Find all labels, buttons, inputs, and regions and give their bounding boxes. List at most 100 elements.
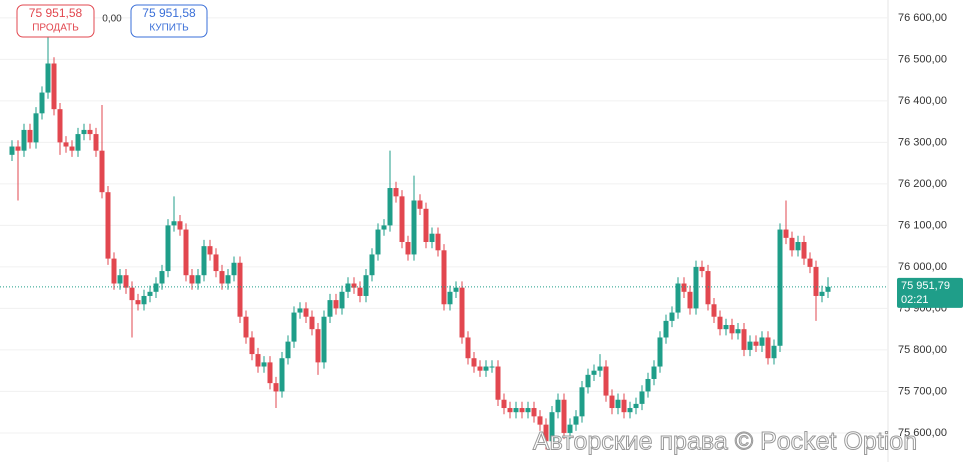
candle-body	[315, 329, 321, 363]
y-tick-label: 75 800,00	[898, 344, 947, 356]
candle-body	[513, 408, 519, 413]
buy-price: 75 951,58	[142, 6, 196, 20]
candle-body	[207, 246, 213, 255]
candle-body	[111, 258, 117, 284]
candle-body	[285, 341, 291, 359]
candle-body	[639, 391, 645, 404]
candle-body	[231, 262, 237, 276]
candle-body	[603, 366, 609, 396]
price-timer: 02:21	[901, 294, 929, 306]
candle-body	[135, 300, 141, 305]
candle-body	[471, 358, 477, 367]
candle-body	[597, 366, 603, 371]
price-label-box	[897, 277, 963, 308]
y-tick-label: 75 700,00	[898, 385, 947, 397]
sell-button[interactable]	[16, 4, 95, 38]
candle-body	[237, 262, 243, 317]
candle-body	[39, 92, 45, 114]
candle-body	[81, 129, 87, 135]
candle-body	[729, 325, 735, 334]
candle-body	[351, 283, 357, 288]
candle-body	[387, 188, 393, 226]
candle-body	[741, 329, 747, 350]
candle-body	[675, 283, 681, 313]
candle-body	[783, 229, 789, 238]
candle-body	[69, 146, 75, 151]
candle-body	[45, 63, 51, 93]
candle-body	[345, 283, 351, 292]
candle-body	[225, 275, 231, 284]
candle-body	[279, 358, 285, 392]
candle-body	[333, 300, 339, 309]
candle-body	[573, 416, 579, 425]
candle-body	[9, 146, 15, 155]
candle-body	[735, 329, 741, 334]
candle-body	[297, 308, 303, 313]
candle-body	[795, 242, 801, 251]
candle-body	[117, 275, 123, 284]
candle-body	[657, 337, 663, 367]
buy-button[interactable]	[130, 4, 208, 38]
candle-body	[273, 383, 279, 392]
candle-body	[357, 287, 363, 296]
candle-body	[309, 316, 315, 330]
candle-body	[159, 271, 165, 284]
candle-body	[141, 295, 147, 305]
candle-body	[63, 142, 69, 147]
candle-body	[327, 300, 333, 317]
candle-body	[369, 254, 375, 276]
candle-body	[555, 399, 561, 413]
candle-body	[723, 325, 729, 330]
candle-body	[501, 399, 507, 409]
candle-body	[393, 188, 399, 197]
candle-body	[765, 337, 771, 359]
candle-body	[255, 354, 261, 367]
candle-body	[261, 362, 267, 367]
y-tick-label: 76 600,00	[898, 12, 947, 24]
candle-body	[537, 416, 543, 425]
candle-body	[183, 229, 189, 276]
candle-body	[825, 286, 831, 292]
candle-body	[531, 408, 537, 417]
candle-body	[201, 246, 207, 276]
candle-body	[543, 424, 549, 442]
y-tick-label: 75 600,00	[898, 427, 947, 439]
buy-label: КУПИТЬ	[149, 23, 189, 34]
candle-body	[429, 233, 435, 242]
candle-body	[405, 242, 411, 255]
sell-price: 75 951,58	[29, 6, 83, 20]
candle-body	[33, 113, 39, 143]
candle-body	[399, 196, 405, 242]
candle-body	[525, 408, 531, 413]
candle-body	[363, 275, 369, 296]
candle-body	[579, 387, 585, 417]
candle-body	[87, 129, 93, 135]
candle-body	[819, 291, 825, 296]
candle-body	[339, 291, 345, 309]
candle-body	[129, 287, 135, 301]
candle-body	[693, 266, 699, 309]
candle-body	[195, 275, 201, 284]
candle-body	[465, 337, 471, 359]
spread: 0,00	[102, 14, 122, 25]
candle-body	[645, 378, 651, 392]
candle-body	[189, 275, 195, 284]
y-tick-label: 76 200,00	[898, 178, 947, 190]
candle-body	[165, 225, 171, 272]
candle-body	[609, 395, 615, 409]
candle-body	[507, 408, 513, 413]
candle-body	[177, 221, 183, 230]
candle-body	[123, 275, 129, 288]
candle-body	[777, 229, 783, 346]
candle-body	[453, 287, 459, 292]
candle-body	[267, 362, 273, 384]
candle-body	[807, 258, 813, 267]
candle-body	[93, 134, 99, 151]
candle-body	[477, 366, 483, 371]
candle-body	[249, 337, 255, 355]
candle-body	[243, 316, 249, 338]
candle-body	[549, 412, 555, 442]
watermark: Авторские права © Pocket Option	[533, 428, 917, 456]
price-label: 75 951,79	[901, 280, 950, 292]
